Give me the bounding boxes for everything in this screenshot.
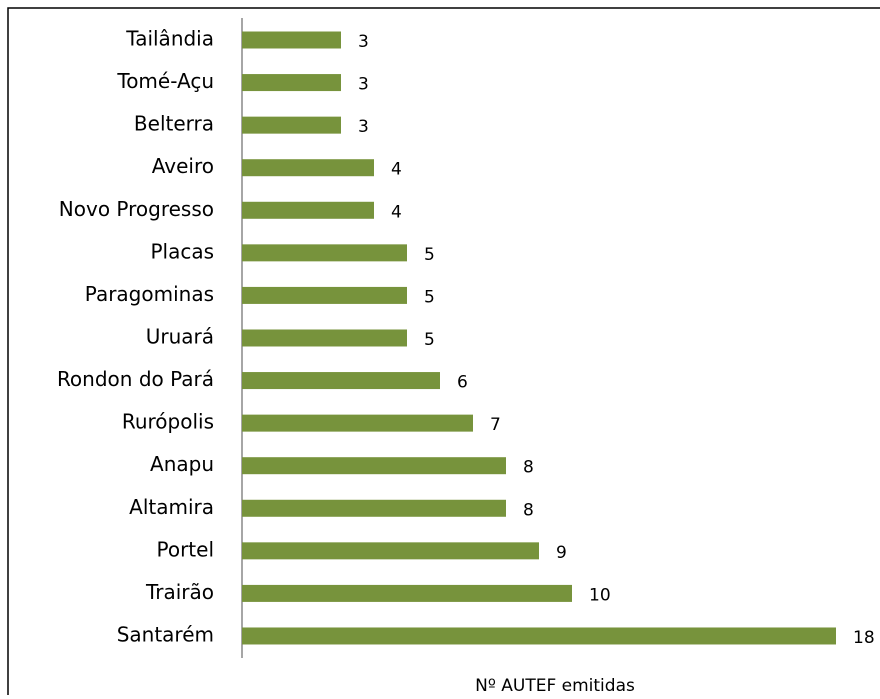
chart-frame bbox=[7, 7, 880, 699]
y-tick-label: Anapu bbox=[150, 452, 214, 476]
y-tick-label: Aveiro bbox=[152, 154, 214, 178]
y-tick-label: Rondon do Pará bbox=[57, 367, 214, 391]
y-tick-label: Paragominas bbox=[85, 282, 214, 306]
y-tick-label: Santarém bbox=[117, 622, 214, 646]
y-tick-label: Rurópolis bbox=[122, 410, 214, 434]
y-tick-label: Tailândia bbox=[125, 27, 214, 51]
y-tick-label: Portel bbox=[156, 537, 214, 561]
data-label: 3 bbox=[358, 117, 369, 137]
data-label: 4 bbox=[391, 160, 402, 180]
y-tick-label: Belterra bbox=[134, 112, 214, 136]
bar bbox=[242, 584, 572, 602]
y-tick-label: Altamira bbox=[129, 495, 214, 519]
bar bbox=[242, 627, 836, 645]
bar bbox=[242, 372, 440, 390]
bar bbox=[242, 74, 341, 92]
bar bbox=[242, 286, 407, 304]
data-label: 4 bbox=[391, 202, 402, 222]
data-label: 18 bbox=[853, 628, 875, 648]
bar bbox=[242, 31, 341, 49]
data-label: 9 bbox=[556, 543, 567, 563]
data-label: 8 bbox=[523, 500, 534, 520]
bar bbox=[242, 499, 506, 517]
y-tick-label: Placas bbox=[150, 239, 214, 263]
bar bbox=[242, 244, 407, 262]
x-axis-title: Nº AUTEF emitidas bbox=[475, 676, 635, 695]
bar bbox=[242, 414, 473, 432]
data-label: 5 bbox=[424, 245, 435, 265]
y-tick-label: Tomé-Açu bbox=[116, 69, 214, 93]
data-label: 3 bbox=[358, 32, 369, 52]
bar bbox=[242, 159, 374, 177]
bar bbox=[242, 457, 506, 475]
y-tick-label: Uruará bbox=[146, 324, 214, 348]
y-tick-label: Novo Progresso bbox=[59, 197, 214, 221]
data-label: 7 bbox=[490, 415, 501, 435]
bar bbox=[242, 116, 341, 134]
data-label: 10 bbox=[589, 585, 611, 605]
bar bbox=[242, 201, 374, 219]
bar bbox=[242, 329, 407, 347]
y-tick-label: Trairão bbox=[145, 580, 214, 604]
data-label: 5 bbox=[424, 330, 435, 350]
data-label: 3 bbox=[358, 75, 369, 95]
data-label: 5 bbox=[424, 287, 435, 307]
data-label: 8 bbox=[523, 458, 534, 478]
bar bbox=[242, 542, 539, 560]
data-label: 6 bbox=[457, 373, 468, 393]
